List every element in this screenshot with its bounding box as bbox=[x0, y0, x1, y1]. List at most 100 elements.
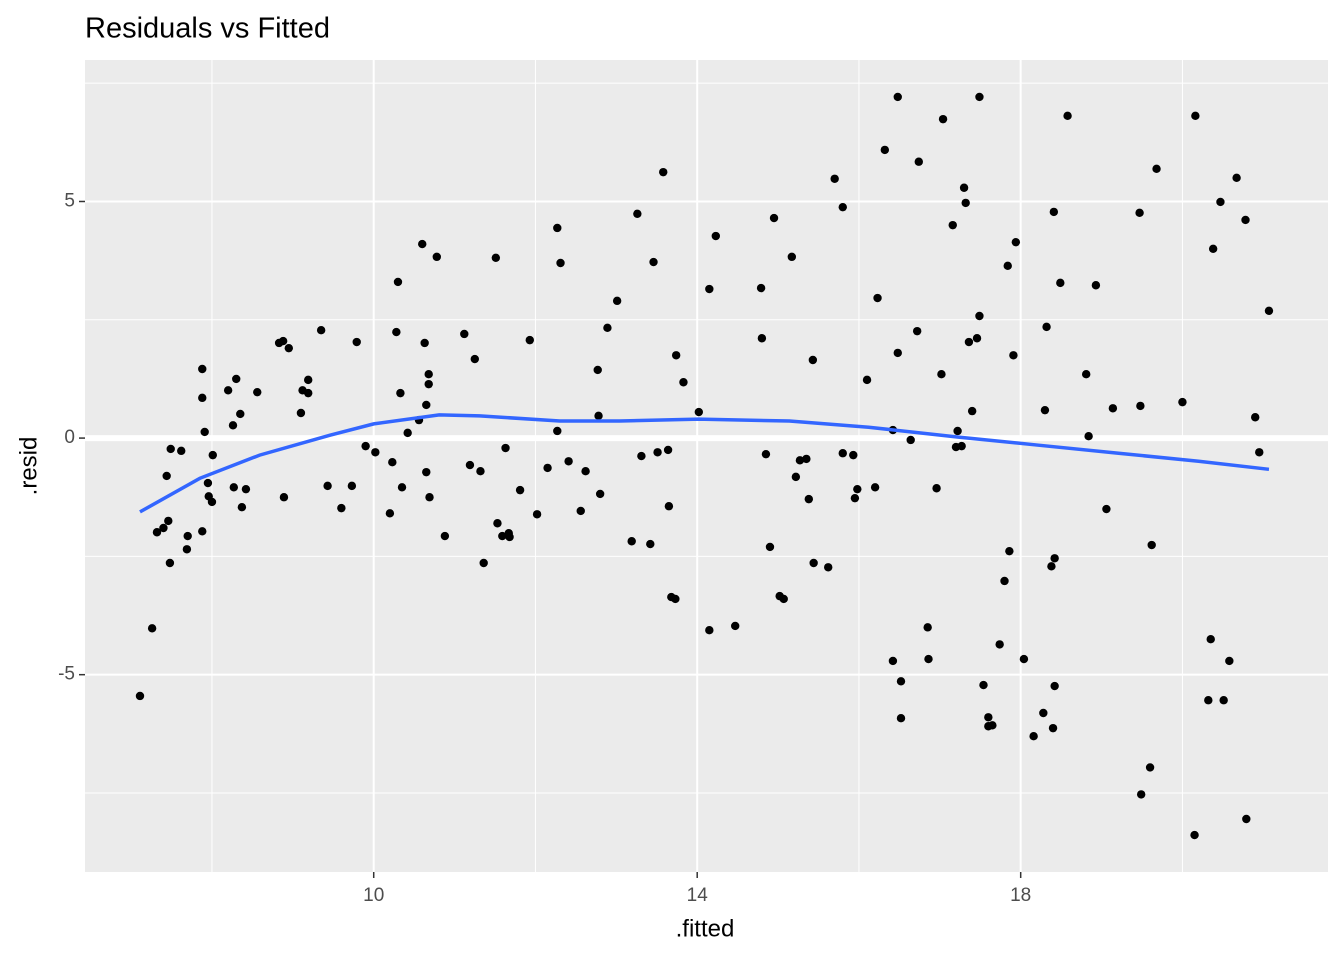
point bbox=[938, 114, 948, 124]
point bbox=[795, 456, 805, 465]
point bbox=[236, 409, 245, 419]
point bbox=[501, 443, 510, 453]
point bbox=[975, 92, 984, 102]
point bbox=[880, 145, 890, 155]
point bbox=[853, 484, 862, 494]
point bbox=[203, 478, 213, 488]
point bbox=[388, 458, 397, 467]
point bbox=[304, 375, 313, 385]
point bbox=[543, 463, 552, 473]
point bbox=[392, 327, 401, 337]
point bbox=[972, 334, 982, 343]
point bbox=[896, 677, 906, 686]
point bbox=[957, 441, 966, 451]
point bbox=[564, 457, 573, 466]
point bbox=[1219, 696, 1228, 705]
point bbox=[671, 351, 681, 360]
point bbox=[1003, 261, 1012, 271]
point bbox=[553, 223, 562, 233]
point bbox=[1136, 401, 1145, 411]
point bbox=[361, 441, 370, 451]
point bbox=[937, 370, 946, 379]
point bbox=[352, 337, 361, 347]
point bbox=[893, 92, 902, 102]
point bbox=[1047, 562, 1056, 571]
point bbox=[1241, 215, 1250, 225]
point bbox=[932, 484, 941, 493]
point bbox=[229, 483, 239, 492]
point bbox=[1009, 351, 1018, 360]
point bbox=[505, 532, 514, 542]
point bbox=[1019, 654, 1029, 664]
point bbox=[425, 493, 434, 502]
point bbox=[649, 257, 658, 267]
x-tick-label: 14 bbox=[687, 885, 709, 906]
point bbox=[593, 365, 602, 375]
point bbox=[166, 444, 175, 454]
point bbox=[849, 450, 858, 460]
point bbox=[1204, 696, 1213, 705]
point bbox=[1255, 448, 1264, 457]
point bbox=[385, 509, 395, 518]
point bbox=[967, 406, 977, 416]
point bbox=[208, 450, 217, 460]
point bbox=[979, 680, 988, 690]
point bbox=[165, 558, 175, 568]
point bbox=[1029, 731, 1038, 741]
point bbox=[995, 640, 1004, 649]
point bbox=[679, 378, 688, 387]
point bbox=[476, 467, 485, 476]
point bbox=[347, 481, 357, 491]
point bbox=[479, 558, 488, 568]
point bbox=[627, 537, 636, 546]
point bbox=[757, 334, 767, 343]
point bbox=[1191, 111, 1200, 121]
point bbox=[787, 252, 797, 262]
point bbox=[838, 449, 847, 458]
point bbox=[694, 407, 704, 417]
point bbox=[1147, 540, 1156, 550]
point bbox=[1063, 111, 1072, 121]
point bbox=[888, 656, 898, 666]
point bbox=[182, 545, 192, 554]
point bbox=[1040, 405, 1050, 415]
point bbox=[424, 379, 433, 389]
point bbox=[1005, 546, 1014, 556]
point bbox=[765, 542, 775, 552]
x-tick-label: 18 bbox=[1010, 885, 1031, 906]
point bbox=[491, 253, 501, 262]
y-axis-title: .resid bbox=[15, 437, 42, 496]
point bbox=[396, 388, 405, 398]
point bbox=[1178, 397, 1187, 407]
panel bbox=[85, 60, 1328, 872]
point bbox=[870, 483, 880, 492]
point bbox=[804, 494, 814, 504]
point bbox=[135, 691, 145, 701]
point bbox=[1216, 197, 1225, 207]
point bbox=[912, 326, 922, 336]
point bbox=[422, 467, 431, 477]
point bbox=[422, 400, 431, 410]
point bbox=[964, 337, 974, 347]
point bbox=[198, 364, 207, 374]
point bbox=[850, 493, 860, 503]
point bbox=[470, 354, 480, 364]
point bbox=[1084, 431, 1093, 441]
point bbox=[465, 460, 475, 470]
point bbox=[424, 370, 433, 379]
point bbox=[961, 198, 970, 208]
point bbox=[756, 283, 766, 293]
point bbox=[304, 388, 313, 398]
point bbox=[862, 375, 872, 385]
point bbox=[664, 502, 674, 511]
point bbox=[1102, 504, 1111, 514]
point bbox=[659, 167, 668, 177]
point bbox=[761, 449, 771, 459]
point bbox=[595, 489, 605, 499]
point bbox=[959, 183, 969, 192]
point bbox=[152, 528, 162, 537]
point bbox=[1232, 173, 1241, 183]
point bbox=[924, 654, 933, 664]
point bbox=[1000, 576, 1009, 586]
